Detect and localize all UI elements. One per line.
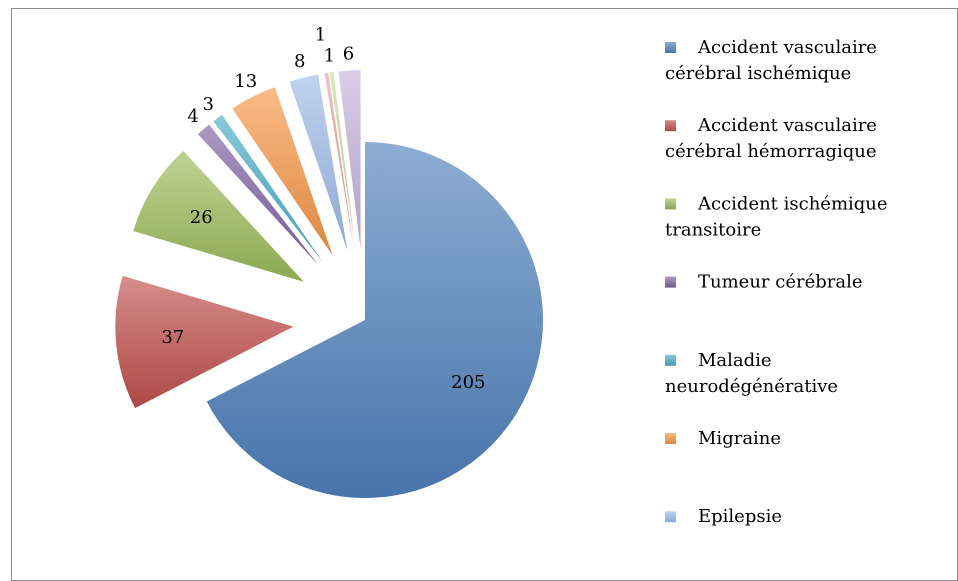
legend-swatch xyxy=(665,42,676,53)
legend-label: Migraine xyxy=(698,428,781,449)
legend-swatch xyxy=(665,198,676,210)
legend-swatch xyxy=(665,276,676,288)
data-label: 13 xyxy=(234,71,257,92)
legend-swatch xyxy=(665,354,676,366)
data-label: 205 xyxy=(451,372,485,393)
legend-label: Tumeur cérébrale xyxy=(698,272,863,293)
data-label: 26 xyxy=(190,207,213,228)
pie-slice xyxy=(197,124,319,266)
pie-slice xyxy=(324,72,354,249)
data-label: 3 xyxy=(202,94,213,115)
legend-swatch xyxy=(665,511,676,523)
data-label: 8 xyxy=(294,51,305,72)
pie-slice xyxy=(206,142,543,498)
data-label: 4 xyxy=(187,106,198,127)
legend-label: Accident vasculaire cérébral ischémique xyxy=(665,37,877,84)
legend-label: Epilepsie xyxy=(698,506,782,527)
pie-slice xyxy=(338,70,361,249)
pie-slice xyxy=(133,150,304,282)
pie-slice xyxy=(115,275,294,409)
data-label: 6 xyxy=(343,44,354,65)
legend-swatch xyxy=(665,120,676,132)
data-label: 1 xyxy=(324,45,335,66)
pie-slice xyxy=(213,114,323,262)
legend-label: Accident ischémique transitoire xyxy=(665,193,888,240)
legend-swatch xyxy=(665,433,676,444)
legend-label: Maladie neurodégénérative xyxy=(665,350,838,397)
pie-slice xyxy=(232,87,333,256)
legend-label: Accident vasculaire cérébral hémorragique xyxy=(665,115,877,162)
pie-slice xyxy=(289,74,348,251)
data-label: 1 xyxy=(315,24,326,45)
pie-slice xyxy=(329,72,356,249)
data-label: 37 xyxy=(161,327,184,348)
